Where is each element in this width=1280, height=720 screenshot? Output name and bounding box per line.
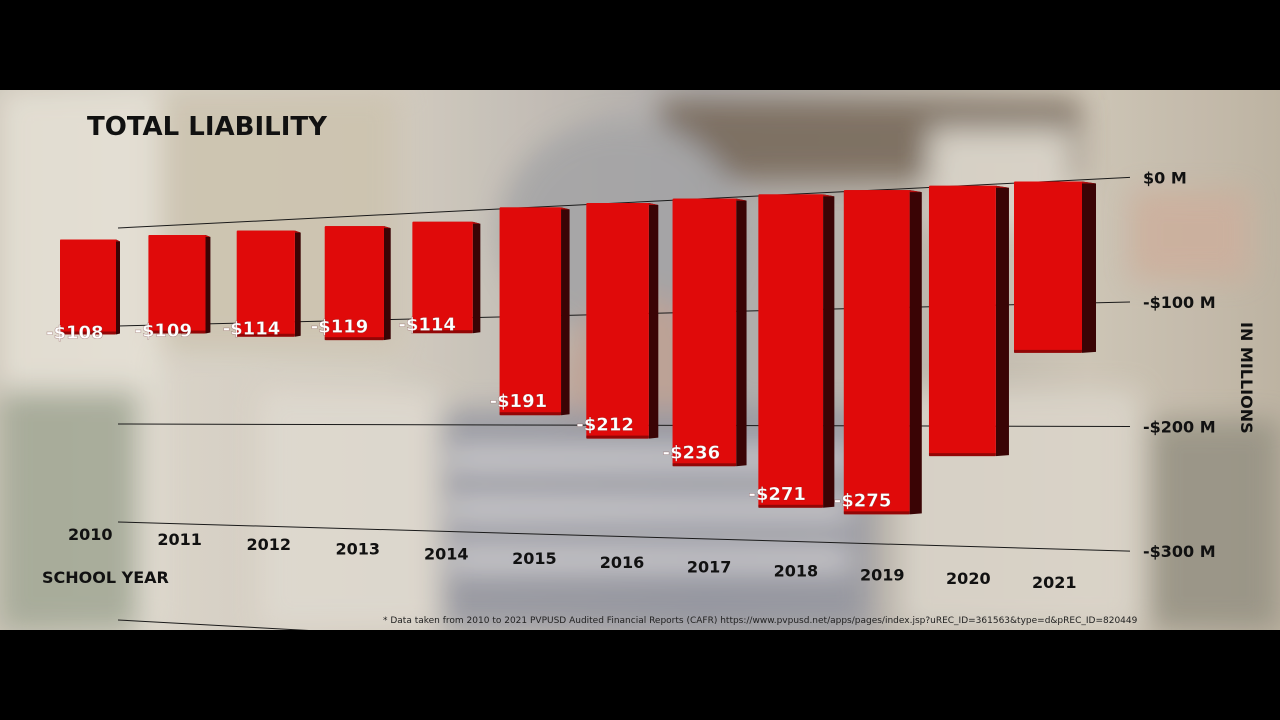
data-label-2016: -$212: [576, 415, 634, 436]
chart-title: TOTAL LIABILITY: [87, 112, 328, 142]
bar-2010: [60, 239, 120, 335]
data-labels: -$108 -$109 -$114 -$119 -$114 -$191 -$212 -$236…: [46, 314, 892, 512]
bar-side: [294, 230, 301, 337]
y-tick-label: $0 M: [1143, 168, 1187, 187]
x-tick-2012: 2012: [247, 535, 292, 554]
bar-front: [236, 230, 295, 337]
bar-2018: [758, 194, 835, 508]
chart-frame: TOTAL LIABILITY $0 M -$100 M -$200 M -$300 …: [0, 90, 1280, 630]
gridline: [117, 619, 309, 630]
x-tick-2013: 2013: [335, 540, 380, 559]
data-label-2010: -$108: [46, 323, 104, 344]
bar-side: [736, 198, 747, 467]
data-label-2012: -$114: [223, 318, 281, 339]
bar-front: [672, 198, 737, 467]
bars: [60, 181, 1096, 515]
bar-front: [928, 185, 996, 457]
x-tick-2020: 2020: [946, 569, 991, 588]
x-axis-labels: 2010 2011 2012 2013 2014 2015 2016 2017 2018 2019…: [68, 525, 1077, 592]
bar-side: [909, 190, 922, 515]
bar-side: [472, 221, 481, 334]
gridline: [117, 521, 1131, 552]
x-tick-2015: 2015: [512, 549, 557, 568]
bar-front: [586, 203, 649, 439]
bar-2015: [499, 207, 570, 416]
bar-front: [412, 221, 473, 334]
bar-side: [116, 239, 120, 335]
bar-2011: [148, 235, 211, 334]
bar-side: [205, 235, 211, 334]
bar-2014: [412, 221, 481, 334]
data-label-2017: -$236: [663, 442, 721, 463]
x-tick-2018: 2018: [774, 561, 819, 580]
data-label-2014: -$114: [398, 314, 456, 335]
bar-side: [823, 194, 835, 508]
bar-front: [499, 207, 562, 416]
x-tick-2016: 2016: [600, 553, 645, 572]
footnote: * Data taken from 2010 to 2021 PVPUSD Au…: [383, 616, 1138, 626]
x-axis-title: SCHOOL YEAR: [42, 568, 169, 587]
bar-front: [758, 194, 824, 508]
liability-chart: TOTAL LIABILITY $0 M -$100 M -$200 M -$300 …: [42, 112, 1256, 630]
bar-2020: [928, 185, 1009, 457]
bar-2019: [843, 190, 922, 515]
bar-2016: [586, 203, 659, 439]
bar-2013: [324, 226, 391, 341]
bar-front: [60, 239, 116, 335]
bar-front: [324, 226, 384, 341]
data-label-2011: -$109: [134, 321, 192, 342]
data-label-2018: -$271: [748, 484, 806, 505]
bar-2017: [672, 198, 747, 467]
x-tick-2019: 2019: [860, 565, 905, 584]
x-tick-2010: 2010: [68, 525, 113, 544]
data-label-2019: -$275: [834, 490, 892, 511]
bar-side: [383, 226, 391, 341]
data-label-2013: -$119: [311, 316, 369, 337]
x-tick-2014: 2014: [424, 544, 469, 563]
y-axis-title: IN MILLIONS: [1237, 322, 1256, 434]
bar-side: [995, 185, 1009, 457]
bar-2012: [236, 230, 301, 337]
bar-2021: [1014, 181, 1096, 353]
y-axis-ticks: $0 M-$100 M-$200 M-$300 M-$400 M: [1143, 168, 1216, 561]
bar-side: [1082, 181, 1096, 353]
y-tick-label: -$200 M: [1143, 418, 1216, 437]
x-tick-2021: 2021: [1032, 573, 1077, 592]
bar-front: [1014, 181, 1082, 353]
bar-front: [148, 235, 206, 334]
bar-side: [561, 207, 570, 416]
x-tick-2017: 2017: [687, 557, 732, 576]
bar-side: [648, 203, 659, 439]
x-tick-2011: 2011: [157, 530, 202, 549]
data-label-2015: -$191: [490, 391, 548, 412]
y-tick-label: -$300 M: [1143, 542, 1216, 561]
bar-front: [843, 190, 910, 515]
y-tick-label: -$100 M: [1143, 293, 1216, 312]
